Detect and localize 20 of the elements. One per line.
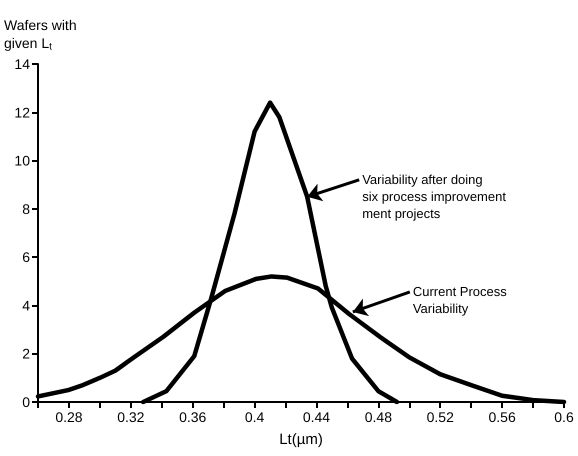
y-tick-label: 6	[22, 249, 30, 266]
x-tick-label: 0.6	[554, 409, 574, 425]
y-tick-label: 10	[14, 152, 30, 169]
x-tick-label: 0.36	[179, 409, 207, 425]
x-tick-label: 0.48	[364, 409, 392, 425]
x-tick-label: 0.4	[244, 409, 265, 425]
y-tick-label: 12	[14, 104, 30, 120]
annotation: Variability after doing six process improvement ment projects	[362, 172, 506, 221]
x-axis-title: Lt(µm)	[279, 431, 323, 448]
y-tick-label: 2	[22, 346, 30, 362]
y-tick-label: 8	[22, 200, 30, 217]
x-tick-label: 0.52	[426, 409, 454, 425]
annotation: Current Process Variability	[412, 284, 508, 316]
y-tick-label: 0	[22, 394, 30, 410]
y-tick-label: 14	[14, 56, 30, 72]
x-tick-label: 0.28	[55, 409, 83, 425]
x-tick-label: 0.32	[117, 409, 145, 425]
x-tick-label: 0.56	[488, 409, 516, 425]
x-tick-label: 0.44	[302, 409, 330, 425]
y-tick-label: 4	[22, 297, 30, 314]
